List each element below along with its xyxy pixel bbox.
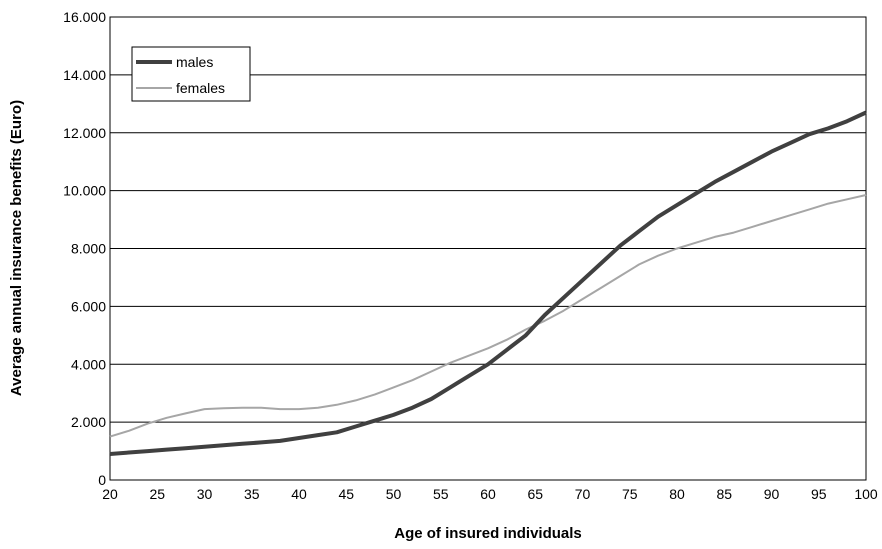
y-tick-labels: 0 2.000 4.000 6.000 8.000 10.000 12.000 14.000 1… (63, 9, 106, 488)
y-tick-label: 12.000 (63, 125, 106, 141)
y-axis-title: Average annual insurance benefits (Euro) (8, 100, 25, 396)
x-tick-label: 80 (669, 486, 685, 502)
legend: males females (131, 46, 251, 102)
series-line-males (109, 110, 867, 456)
series-lines (109, 110, 867, 456)
x-tick-label: 100 (854, 486, 878, 502)
legend-label-females: females (176, 80, 225, 96)
legend-label-males: males (176, 54, 213, 70)
x-tick-label: 20 (102, 486, 118, 502)
legend-box (131, 46, 251, 102)
x-tick-label: 50 (386, 486, 402, 502)
x-tick-labels: 20 25 30 35 40 45 50 55 60 65 70 75 80 85 90 95 100 (102, 486, 878, 502)
x-tick-label: 75 (622, 486, 638, 502)
x-tick-label: 95 (811, 486, 827, 502)
x-axis-title: Age of insured individuals (394, 525, 582, 542)
x-tick-label: 35 (244, 486, 260, 502)
x-tick-label: 40 (291, 486, 307, 502)
y-tick-label: 6.000 (71, 298, 106, 314)
y-tick-label: 4.000 (71, 356, 106, 372)
series-line-females (109, 194, 867, 438)
y-tick-label: 0 (98, 472, 106, 488)
x-tick-label: 45 (338, 486, 354, 502)
y-tick-label: 8.000 (71, 241, 106, 257)
plot-area (109, 16, 867, 481)
x-tick-label: 70 (575, 486, 591, 502)
x-tick-label: 60 (480, 486, 496, 502)
x-tick-label: 65 (527, 486, 543, 502)
y-tick-label: 16.000 (63, 9, 106, 25)
x-tick-label: 85 (716, 486, 732, 502)
x-tick-label: 25 (149, 486, 165, 502)
x-tick-label: 30 (197, 486, 213, 502)
y-tick-label: 2.000 (71, 414, 106, 430)
x-tick-label: 90 (764, 486, 780, 502)
y-tick-label: 14.000 (63, 67, 106, 83)
y-tick-label: 10.000 (63, 183, 106, 199)
gridlines (110, 74, 866, 423)
x-tick-label: 55 (433, 486, 449, 502)
